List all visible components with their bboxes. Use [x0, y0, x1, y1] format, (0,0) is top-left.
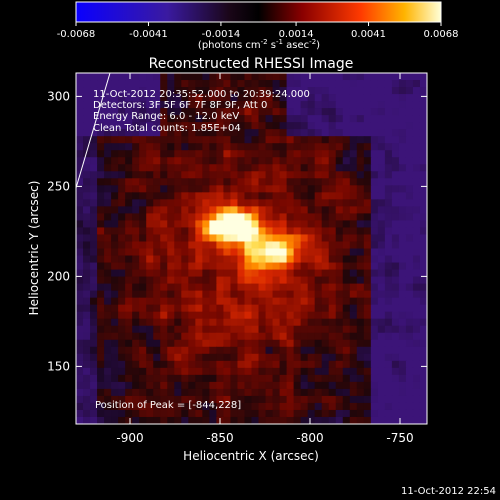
colorbar-tick-label-2: -0.0014: [202, 29, 241, 40]
heatmap-image: [76, 73, 427, 424]
colorbar-units: (photons cm-2 s-1 asec-2): [198, 38, 320, 51]
footer-date: 11-Oct-2012 22:54: [401, 486, 496, 497]
y-axis-ticks: 150 200 250 300: [47, 89, 427, 373]
x-axis-ticks: -900 -850 -800 -750: [116, 73, 414, 445]
y-tick-label-3: 300: [47, 89, 70, 103]
colorbar-tick-label-0: -0.0068: [57, 29, 96, 40]
x-axis-label: Heliocentric X (arcsec): [183, 449, 319, 463]
annotation-peak: Position of Peak = [-844,228]: [95, 400, 241, 411]
chart-title: Reconstructed RHESSI Image: [149, 56, 354, 72]
colorbar: [75, 1, 442, 23]
annotation-detectors: Detectors: 3F 5F 6F 7F 8F 9F, Att 0: [93, 100, 267, 111]
plot-frame: [75, 72, 428, 425]
y-tick-label-2: 250: [47, 179, 70, 193]
colorbar-tick-label-1: -0.0041: [129, 29, 168, 40]
colorbar-tick-label-3: 0.0014: [279, 29, 314, 40]
colorbar-tick-label-5: 0.0068: [424, 29, 459, 40]
y-tick-label-0: 150: [47, 359, 70, 373]
x-tick-label-0: -900: [116, 431, 143, 445]
x-tick-label-2: -800: [296, 431, 323, 445]
solar-limb-line: [76, 73, 111, 189]
colorbar-ticks: -0.0068 -0.0041 -0.0014 0.0014 0.0041 0.0068: [57, 22, 459, 40]
annotation-time-range: 11-Oct-2012 20:35:52.000 to 20:39:24.000: [93, 89, 310, 100]
y-axis-label: Heliocentric Y (arcsec): [27, 181, 41, 316]
annotation-clean: Clean Total counts: 1.85E+04: [93, 123, 241, 134]
y-tick-label-1: 200: [47, 269, 70, 283]
x-tick-label-1: -850: [206, 431, 233, 445]
annotation-energy: Energy Range: 6.0 - 12.0 keV: [93, 111, 239, 122]
x-tick-label-3: -750: [386, 431, 413, 445]
colorbar-tick-label-4: 0.0041: [351, 29, 386, 40]
